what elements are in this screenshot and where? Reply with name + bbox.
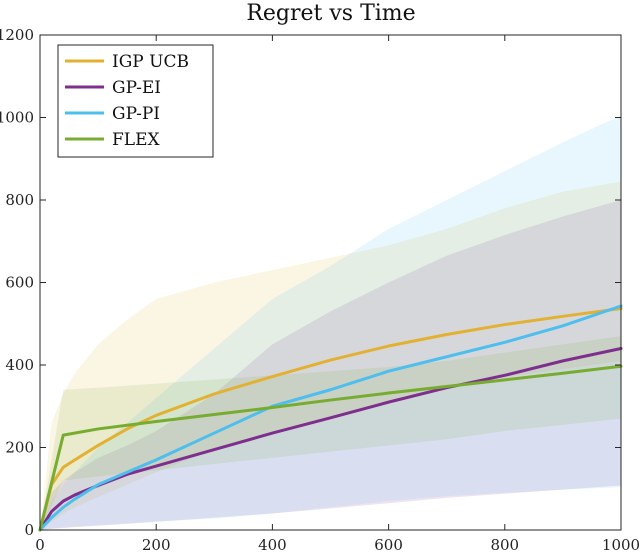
y-tick-label: 800 — [5, 191, 34, 209]
y-tick-label: 1200 — [0, 26, 34, 44]
legend-label-flex: FLEX — [112, 130, 160, 150]
band-gp-pi — [40, 115, 621, 530]
band-igp-ucb — [40, 181, 621, 530]
series-line-igp-ucb — [38, 306, 623, 532]
y-tick-label: 400 — [5, 356, 34, 374]
x-tick-label: 400 — [258, 536, 287, 554]
y-tick-label: 200 — [5, 439, 34, 457]
x-tick-label: 0 — [35, 536, 45, 554]
y-tick-label: 1000 — [0, 109, 34, 127]
chart-title: Regret vs Time — [246, 1, 415, 26]
legend-label-igp-ucb: IGP UCB — [112, 52, 189, 72]
series-line-gp-ei — [38, 347, 623, 532]
y-tick-label: 0 — [24, 521, 34, 539]
y-tick-label: 600 — [5, 274, 34, 292]
legend: IGP UCB GP-EI GP-PI FLEX — [57, 44, 214, 158]
series-line-gp-pi — [38, 304, 623, 532]
x-tick-label: 200 — [142, 536, 171, 554]
legend-label-gp-ei: GP-EI — [112, 78, 161, 98]
x-tick-label: 1000 — [602, 536, 640, 554]
x-tick-label: 600 — [374, 536, 403, 554]
series-line-flex — [38, 364, 623, 532]
legend-label-gp-pi: GP-PI — [112, 104, 160, 124]
x-tick-label: 800 — [490, 536, 519, 554]
